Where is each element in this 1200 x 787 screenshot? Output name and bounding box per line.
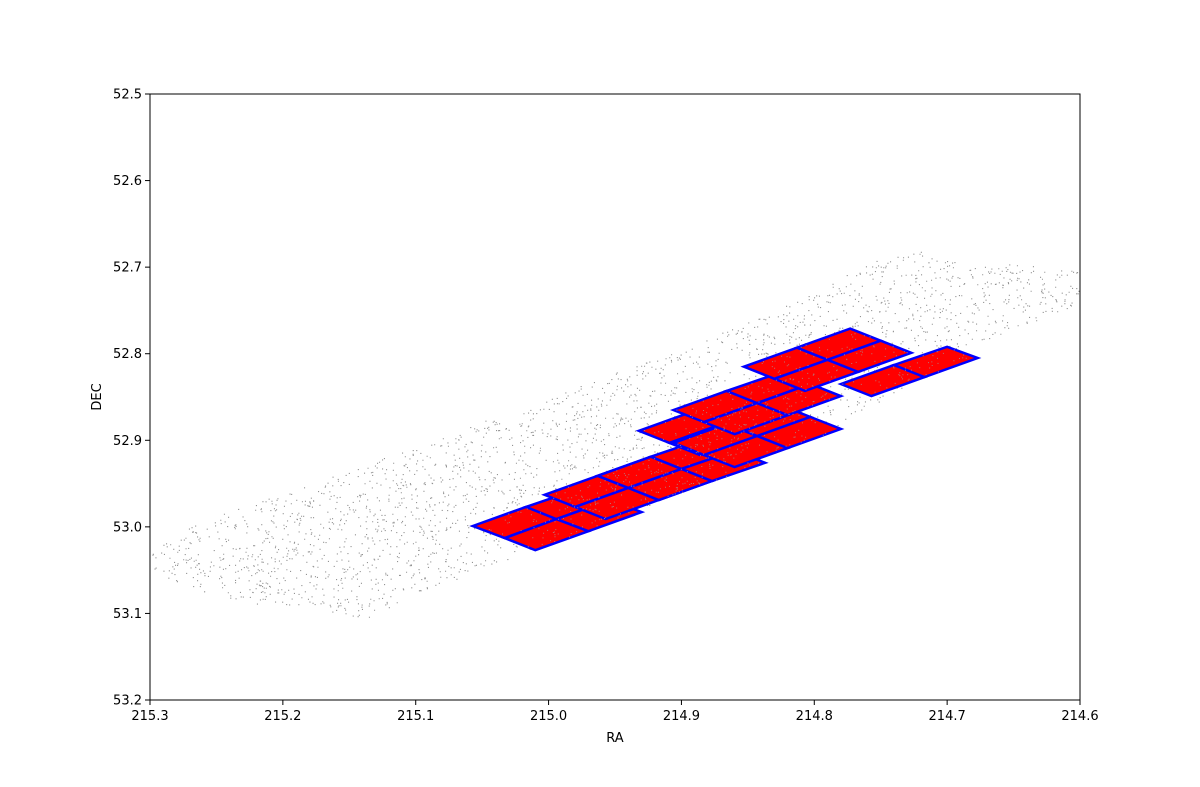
footprint-27 xyxy=(824,339,915,374)
x-tick-label: 214.8 xyxy=(796,709,833,724)
footprint-29 xyxy=(890,345,982,379)
y-tick-label: 52.6 xyxy=(113,174,142,189)
footprints xyxy=(469,327,982,552)
x-axis: 215.3 215.2 215.1 215.0 214.9 214.8 214.7 214.6 xyxy=(131,700,1099,724)
x-tick-label: 215.0 xyxy=(530,709,567,724)
y-tick-label: 52.5 xyxy=(113,88,142,103)
y-tick-label: 52.9 xyxy=(113,434,142,449)
x-axis-label: RA xyxy=(606,731,624,746)
x-tick-label: 214.6 xyxy=(1061,709,1098,724)
plot-frame xyxy=(149,93,1081,701)
plot-area xyxy=(149,93,1081,701)
y-axis: 52.5 52.6 52.7 52.8 52.9 53.0 53.1 53.2 xyxy=(113,88,150,709)
x-tick-label: 214.7 xyxy=(929,709,966,724)
y-tick-label: 53.2 xyxy=(113,694,142,709)
x-tick-label: 215.3 xyxy=(131,709,168,724)
x-tick-label: 214.9 xyxy=(663,709,700,724)
footprint-23 xyxy=(753,382,845,417)
y-tick-label: 52.7 xyxy=(113,261,142,276)
x-tick-label: 215.2 xyxy=(264,709,301,724)
y-tick-label: 53.0 xyxy=(113,520,142,535)
scatter-point xyxy=(152,251,1080,618)
x-tick-label: 215.1 xyxy=(397,709,434,724)
scatter-points xyxy=(152,251,1080,618)
y-tick-label: 52.8 xyxy=(113,347,142,362)
y-axis-label: DEC xyxy=(90,383,105,410)
y-tick-label: 53.1 xyxy=(113,607,142,622)
